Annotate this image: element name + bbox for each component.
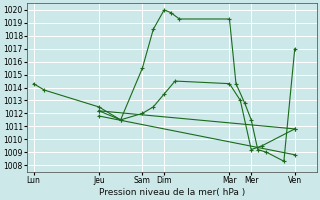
X-axis label: Pression niveau de la mer( hPa ): Pression niveau de la mer( hPa ): [99, 188, 245, 197]
